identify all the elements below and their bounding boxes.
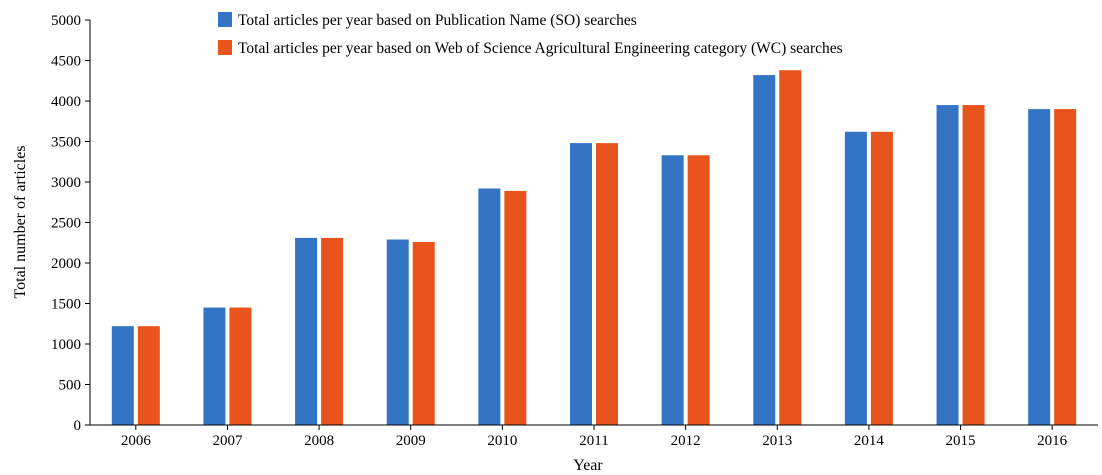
bar-wc	[229, 307, 252, 425]
bar-wc	[779, 70, 802, 425]
bar-so	[844, 131, 867, 425]
x-tick-label: 2015	[946, 433, 976, 449]
x-axis: 2006 2007 2008 2009 2010 2011 2012 2013 2014 2015…	[90, 424, 1098, 449]
bar-wc	[962, 105, 985, 426]
legend: Total articles per year based on Publica…	[218, 12, 843, 57]
bar-so	[936, 105, 959, 426]
x-tick-label: 2013	[762, 433, 792, 449]
y-tick-label: 5000	[51, 13, 81, 29]
bars-group	[111, 70, 1077, 426]
x-tick-label: 2007	[212, 433, 243, 449]
y-tick-label: 3000	[51, 175, 81, 191]
bar-so	[753, 75, 776, 425]
x-tick-label: 2009	[396, 433, 426, 449]
legend-label-wc: Total articles per year based on Web of …	[238, 40, 843, 57]
y-tick-label: 3500	[51, 135, 81, 151]
y-tick-label: 0	[74, 418, 82, 434]
bar-wc	[321, 237, 344, 425]
y-tick-label: 1500	[51, 297, 81, 313]
y-tick-label: 2500	[51, 216, 81, 232]
y-axis-title: Total number of articles	[12, 145, 29, 298]
legend-swatch-wc	[218, 40, 232, 55]
bar-wc	[1054, 109, 1077, 425]
legend-label-so: Total articles per year based on Publica…	[238, 12, 637, 29]
bar-so	[478, 188, 501, 425]
legend-swatch-so	[218, 12, 232, 27]
x-tick-label: 2011	[579, 433, 608, 449]
x-tick-label: 2006	[121, 433, 152, 449]
x-tick-label: 2010	[487, 433, 517, 449]
bar-so	[111, 326, 134, 425]
bar-wc	[687, 155, 710, 425]
y-tick-label: 4000	[51, 94, 81, 110]
bar-so	[295, 237, 318, 425]
y-axis: 0 500 1000 1500 2000 2500 3000 3500 4000 4500 5000	[51, 13, 91, 434]
bar-wc	[137, 326, 160, 425]
y-tick-label: 2000	[51, 256, 81, 272]
x-tick-label: 2014	[854, 433, 885, 449]
bar-so	[386, 239, 409, 425]
bar-wc	[870, 131, 893, 425]
bar-so	[570, 143, 592, 425]
bar-wc	[596, 143, 618, 425]
bar-so	[1028, 109, 1051, 425]
y-tick-label: 1000	[51, 337, 81, 353]
x-tick-label: 2016	[1037, 433, 1068, 449]
y-tick-label: 4500	[51, 54, 81, 70]
y-tick-label: 500	[59, 378, 82, 394]
bar-so	[661, 155, 684, 425]
bar-so	[203, 307, 226, 425]
x-tick-label: 2012	[671, 433, 701, 449]
bar-wc	[412, 241, 435, 425]
bar-wc	[504, 190, 527, 425]
x-axis-title: Year	[573, 457, 603, 474]
x-tick-label: 2008	[304, 433, 334, 449]
